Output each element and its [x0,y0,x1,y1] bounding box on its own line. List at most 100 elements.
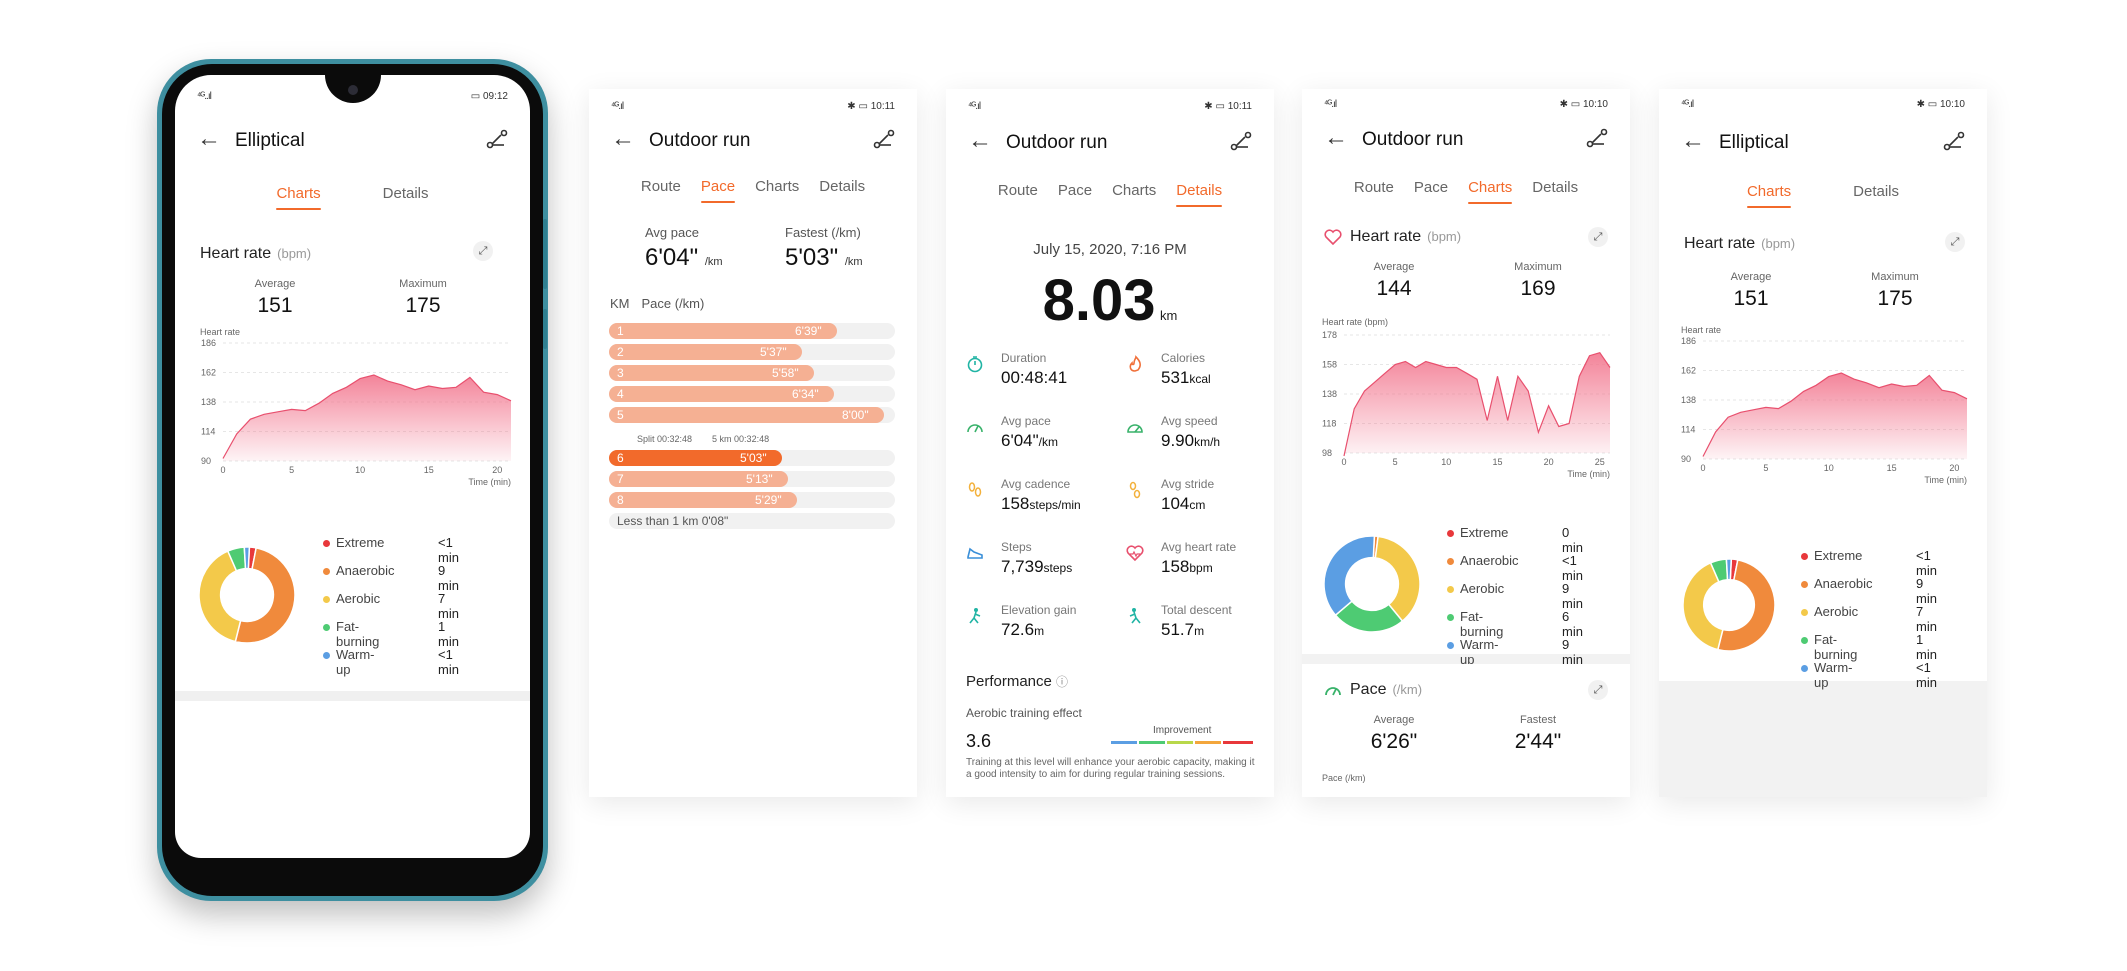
expand-icon[interactable]: ⤢ [1588,227,1608,247]
tab-details[interactable]: Details [1853,183,1900,200]
metric-number: 158 [1161,557,1190,576]
expand-icon[interactable]: ⤢ [473,241,493,261]
metric-number: 7,739 [1001,557,1044,576]
fastest-pace-stat: Fastest 2'44" [1514,714,1562,753]
zone-donut-chart [1682,558,1776,652]
zone-time: 9 min [1916,576,1937,606]
camera-icon [347,85,358,95]
heart-rate-area [223,375,511,461]
donut-slice-warm-up [1725,558,1733,581]
pace-bar-fill [609,407,884,423]
x-axis-label: Time (min) [1567,469,1610,479]
shoe-icon [967,547,983,559]
y-tick-label: 162 [1681,366,1696,376]
tab-details[interactable]: Details [382,185,429,202]
zone-time: <1 min [1916,548,1937,578]
tab-details[interactable]: Details [819,178,866,195]
performance-note: Training at this level will enhance your… [966,757,1255,780]
back-arrow-icon[interactable]: ← [1324,124,1348,151]
pace-km-label: 2 [617,345,624,359]
metric-number: 51.7 [1161,620,1195,639]
average-stat: Average 151 [1730,271,1772,310]
header: ← Outdoor run [1302,124,1630,154]
tab-charts[interactable]: Charts [755,178,800,195]
zone-time: 7 min [1916,604,1937,634]
tab-bar: Charts Details [175,185,530,210]
tab-charts[interactable]: Charts [276,185,321,210]
y-tick-label: 186 [201,338,216,348]
zone-time: <1 min [438,647,459,677]
pace-value: 5'37" [760,345,787,359]
tab-route[interactable]: Route [1353,179,1394,196]
metric-unit: steps [1043,561,1073,575]
metric-number: 531 [1161,368,1190,387]
stride-icon [1129,481,1141,499]
info-icon[interactable]: ⓘ [1056,675,1069,689]
metric-unit: bpm [1189,561,1213,575]
zone-name: Extreme [336,535,385,550]
route-icon[interactable] [873,129,895,149]
x-tick-label: 25 [1595,457,1605,467]
donut-slice-warm-up [1323,535,1376,617]
power-button [543,309,547,349]
expand-icon[interactable]: ⤢ [1588,680,1608,700]
tab-details[interactable]: Details [1176,182,1222,207]
tab-pace[interactable]: Pace [1057,182,1093,199]
x-tick-label: 5 [1763,463,1768,473]
pace-km-label: 1 [617,324,624,338]
x-axis-label: Time (min) [468,477,511,487]
volume-button [543,219,547,289]
route-icon[interactable] [486,129,508,149]
x-tick-label: 5 [289,465,294,475]
tab-charts[interactable]: Charts [1112,182,1157,199]
aerobic-effect-value: 3.6 [966,731,992,751]
metric-unit: m [1194,624,1205,638]
workout-date: July 15, 2020, 7:16 PM [1033,241,1187,258]
average-stat: Average 144 [1373,261,1415,300]
tab-details[interactable]: Details [1532,179,1579,196]
heart-rate-line [1343,352,1611,457]
pace-bar-fill [609,450,782,466]
route-icon[interactable] [1943,131,1965,151]
expand-icon[interactable]: ⤢ [1945,232,1965,252]
tab-pace[interactable]: Pace [1413,179,1449,196]
tab-route[interactable]: Route [640,178,681,195]
clock: 10:11 [1227,101,1252,112]
back-arrow-icon[interactable]: ← [968,127,992,154]
tab-route[interactable]: Route [997,182,1038,199]
tab-pace[interactable]: Pace [700,178,736,203]
zone-time: <1 min [438,535,459,565]
metric-number: 9.90 [1161,431,1195,450]
zone-dot [1801,581,1808,588]
metric-unit: m [1034,624,1045,638]
metric-unit: kcal [1189,372,1211,386]
pace-bar-fill [609,344,802,360]
zone-name: Aerobic [336,591,381,606]
route-icon[interactable] [1230,131,1252,151]
pace-bar-fill [609,492,797,508]
pace-row-km-1: 1 6'39" [609,323,895,339]
zone-name: Anaerobic [1460,553,1519,568]
tab-bar: Route Pace Charts Details [589,178,917,203]
heart-rate-section-title: Heart rate (bpm) [1684,235,1796,252]
distance-display: 8.03 km [1042,268,1178,333]
status-bar: ⁴ᴳ.ıl ✱ ▭ 10:10 [1659,93,1987,113]
back-arrow-icon[interactable]: ← [197,125,221,152]
back-arrow-icon[interactable]: ← [1681,127,1705,154]
x-tick-label: 10 [355,465,365,475]
zone-name: Warm-up [1460,637,1499,667]
status-bar: ⁴ᴳ.ıl ✱ ▭ 10:10 [1302,93,1630,113]
metric-value: 158steps/min [1001,494,1081,514]
x-tick-label: 15 [1492,457,1502,467]
y-tick-label: 162 [201,368,216,378]
clock: 10:10 [1939,99,1965,110]
tab-charts[interactable]: Charts [1468,179,1513,204]
tab-charts[interactable]: Charts [1746,183,1792,208]
metric-value: 72.6m [1001,620,1044,640]
route-icon[interactable] [1586,128,1608,148]
metric-label: Avg pace [1001,414,1051,428]
metric-value: 6'04"/km [1001,431,1058,451]
back-arrow-icon[interactable]: ← [611,125,635,152]
bluetooth-icon: ✱ [847,101,856,112]
page-title: Elliptical [1719,132,1789,153]
